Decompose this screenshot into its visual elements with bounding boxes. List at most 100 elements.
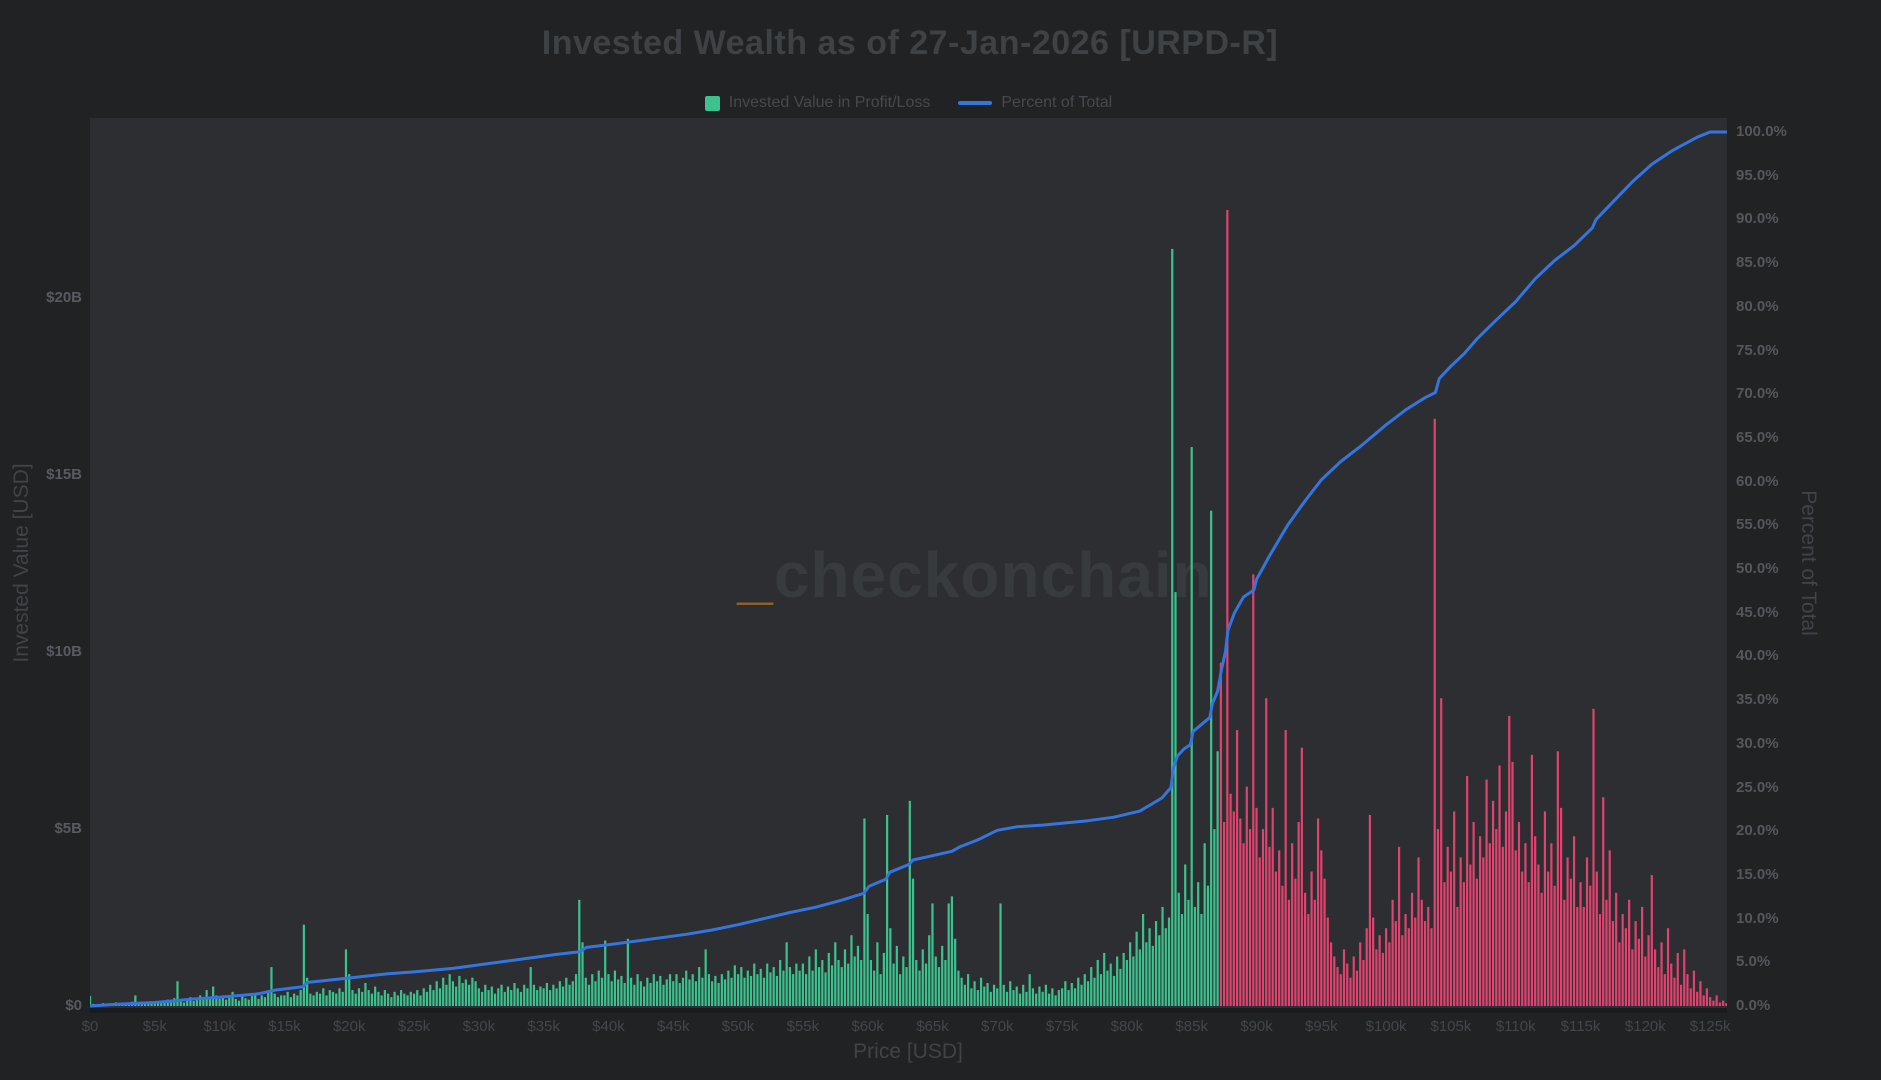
bar — [681, 977, 685, 1006]
x-tick: $115k — [1560, 1018, 1601, 1035]
bar — [425, 991, 429, 1006]
bar — [931, 903, 934, 1006]
bar — [364, 983, 367, 1006]
bar — [1281, 885, 1284, 1006]
bar — [717, 983, 720, 1006]
bar — [1611, 921, 1615, 1006]
bar — [1333, 956, 1336, 1006]
x-tick: $70k — [981, 1018, 1014, 1035]
bar — [1391, 899, 1394, 1006]
bar — [1657, 967, 1660, 1006]
bar — [195, 998, 199, 1006]
bar — [179, 1000, 182, 1006]
bar — [886, 814, 889, 1006]
y-right-tick: 80.0% — [1736, 297, 1779, 315]
bar — [1038, 986, 1041, 1006]
bar — [694, 981, 698, 1006]
bar — [536, 990, 539, 1006]
bar — [1177, 892, 1180, 1006]
bar — [1005, 991, 1009, 1006]
x-tick: $20k — [332, 1018, 366, 1035]
bar — [568, 984, 571, 1006]
bar — [830, 965, 834, 1006]
watermark-text: checkonchain — [773, 539, 1213, 611]
bar — [1621, 914, 1624, 1006]
bar — [1297, 822, 1300, 1006]
bar — [604, 940, 607, 1006]
bar — [688, 979, 691, 1006]
legend-item-invested-value[interactable]: Invested Value in Profit/Loss — [704, 94, 930, 112]
bar — [403, 993, 406, 1006]
bar — [1456, 906, 1459, 1006]
bar — [176, 981, 179, 1006]
x-tick: $105k — [1430, 1018, 1472, 1035]
y-right-tick: 0.0% — [1736, 997, 1771, 1014]
y-right-axis-title: Percent of Total — [1797, 490, 1820, 636]
bar — [814, 949, 817, 1006]
bar — [302, 924, 305, 1006]
bar — [1187, 899, 1190, 1006]
bar — [1624, 928, 1627, 1006]
bar — [263, 997, 267, 1006]
bar — [1346, 963, 1349, 1006]
bar — [351, 990, 354, 1006]
bar — [1553, 885, 1556, 1006]
bar — [1530, 754, 1534, 1006]
bar — [636, 974, 639, 1006]
bar — [740, 967, 743, 1006]
bar — [782, 970, 785, 1006]
bar — [1670, 963, 1673, 1006]
bar — [798, 970, 801, 1006]
bar — [746, 970, 749, 1006]
chart-title: Invested Wealth as of 27-Jan-2026 [URPD-… — [541, 24, 1279, 62]
bar — [1686, 974, 1689, 1006]
bar — [370, 993, 374, 1006]
bar — [1022, 984, 1025, 1006]
bar — [1304, 892, 1307, 1006]
bar — [759, 968, 762, 1006]
checkonchain-watermark: _checkonchain — [737, 538, 1212, 612]
bar — [652, 974, 655, 1006]
bar — [1174, 592, 1177, 1006]
bar — [1158, 935, 1161, 1006]
bar — [416, 990, 419, 1006]
bar — [1495, 829, 1498, 1006]
bar — [610, 981, 613, 1006]
bar — [497, 988, 500, 1006]
bar — [642, 986, 646, 1006]
x-tick: $85k — [1175, 1018, 1208, 1035]
bar — [1077, 977, 1080, 1006]
bar — [1521, 871, 1524, 1006]
bar — [377, 991, 380, 1006]
x-tick: $120k — [1624, 1018, 1666, 1035]
bar — [1213, 829, 1216, 1006]
bar — [672, 981, 675, 1006]
bar — [367, 990, 370, 1006]
bar — [707, 974, 710, 1006]
bar — [882, 952, 885, 1006]
bar — [361, 991, 364, 1006]
x-tick: $75k — [1045, 1018, 1079, 1035]
bar — [1547, 871, 1550, 1006]
x-tick: $125k — [1689, 1018, 1731, 1035]
bar — [1430, 928, 1433, 1006]
bar — [542, 988, 545, 1006]
bar — [383, 990, 386, 1006]
bar — [1326, 917, 1329, 1006]
bar — [996, 988, 999, 1006]
bar — [1644, 956, 1647, 1006]
bar — [335, 993, 338, 1006]
x-tick: $35k — [527, 1018, 560, 1035]
bar — [244, 998, 247, 1006]
bar — [419, 995, 422, 1006]
legend-item-percent-of-total[interactable]: Percent of Total — [958, 94, 1112, 112]
watermark-underscore: _ — [737, 539, 774, 611]
bar — [1248, 829, 1252, 1006]
bar — [837, 960, 840, 1006]
bar — [1440, 698, 1443, 1006]
bar — [1103, 952, 1106, 1006]
bar — [1109, 963, 1112, 1006]
bar — [1151, 945, 1154, 1006]
bar — [772, 967, 775, 1006]
bar — [1466, 776, 1469, 1006]
